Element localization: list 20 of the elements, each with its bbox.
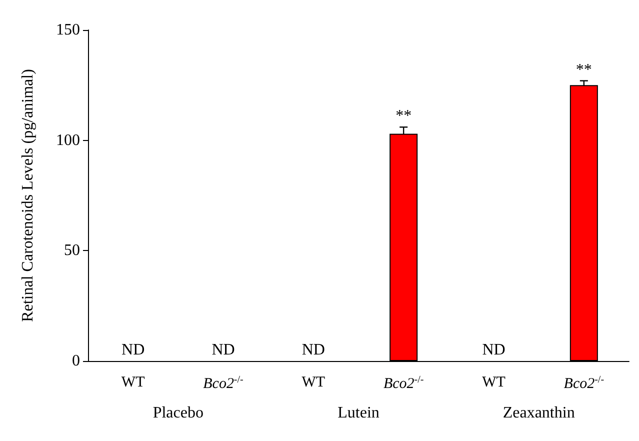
text: ND (482, 342, 506, 358)
x-tick-label: WT (302, 374, 326, 390)
x-tick-label: WT (482, 374, 506, 390)
y-tick-label: 0 (72, 352, 80, 370)
data-label: ** (396, 108, 412, 125)
text: ND (302, 342, 325, 358)
data-label: ** (576, 61, 592, 78)
text: Lutein (338, 404, 380, 422)
text: ND (122, 342, 145, 358)
y-tick-label: 100 (56, 132, 80, 149)
x-tick-label: Bco2-/- (383, 374, 424, 392)
y-tick-label: 50 (64, 242, 80, 260)
text: ND (212, 342, 235, 358)
x-tick-label: Bco2-/- (564, 374, 604, 392)
x-tick-label: Bco2-/- (203, 374, 244, 392)
y-tick-label: 150 (56, 22, 80, 38)
y-axis-title: Retinal Carotenoids Levels (pg/animal) (20, 69, 36, 322)
x-tick-label: WT (121, 374, 145, 390)
text: Zeaxanthin (502, 404, 575, 422)
text: Placebo (152, 404, 204, 422)
